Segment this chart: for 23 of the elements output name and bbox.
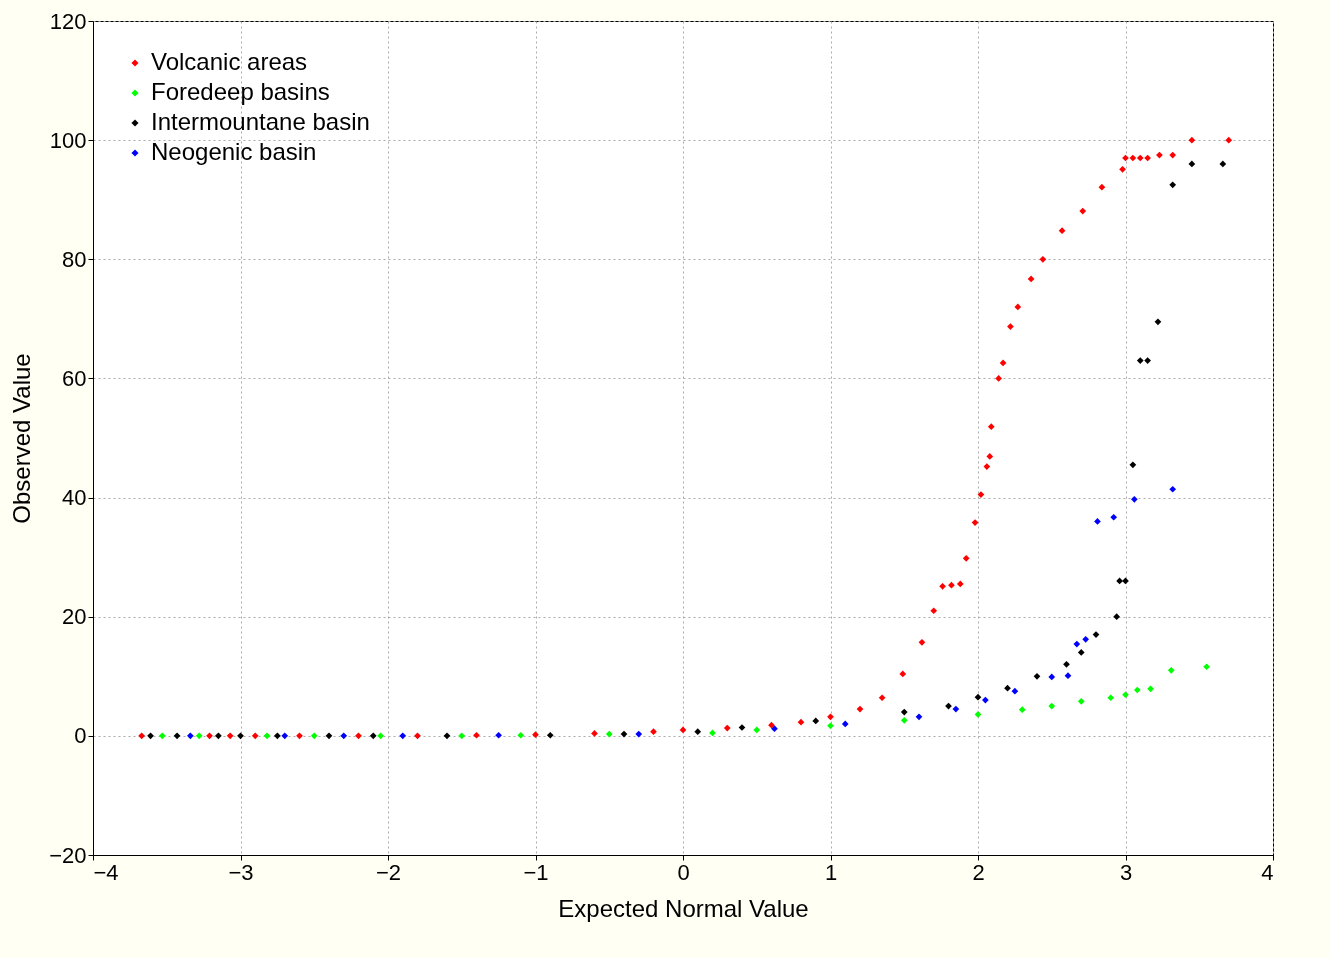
- legend-label: Volcanic areas: [151, 48, 308, 75]
- y-tick-label: 0: [74, 723, 87, 749]
- y-tick-label: 120: [49, 8, 87, 34]
- y-tick-label: 60: [62, 365, 87, 391]
- y-tick-label: 80: [62, 246, 87, 272]
- x-tick-label: 4: [1261, 859, 1274, 885]
- legend-label: Intermountane basin: [151, 108, 370, 135]
- y-axis-title: Observed Value: [8, 353, 36, 524]
- x-axis-title: Expected Normal Value: [558, 894, 809, 922]
- x-tick-label: 2: [972, 859, 985, 885]
- legend-label: Neogenic basin: [151, 138, 317, 165]
- x-tick-label: −3: [228, 859, 254, 885]
- legend-label: Foredeep basins: [151, 78, 330, 105]
- x-tick-label: −2: [375, 859, 402, 885]
- x-tick-label: 0: [677, 859, 690, 885]
- x-tick-label: −1: [523, 859, 549, 885]
- y-tick-label: 40: [62, 485, 87, 511]
- y-tick-label: 20: [62, 604, 87, 630]
- y-tick-label: −20: [49, 842, 87, 868]
- x-tick-label: 1: [824, 859, 838, 885]
- y-tick-label: 100: [49, 127, 87, 153]
- x-tick-label: 3: [1119, 859, 1133, 885]
- x-tick-label: −4: [93, 859, 119, 885]
